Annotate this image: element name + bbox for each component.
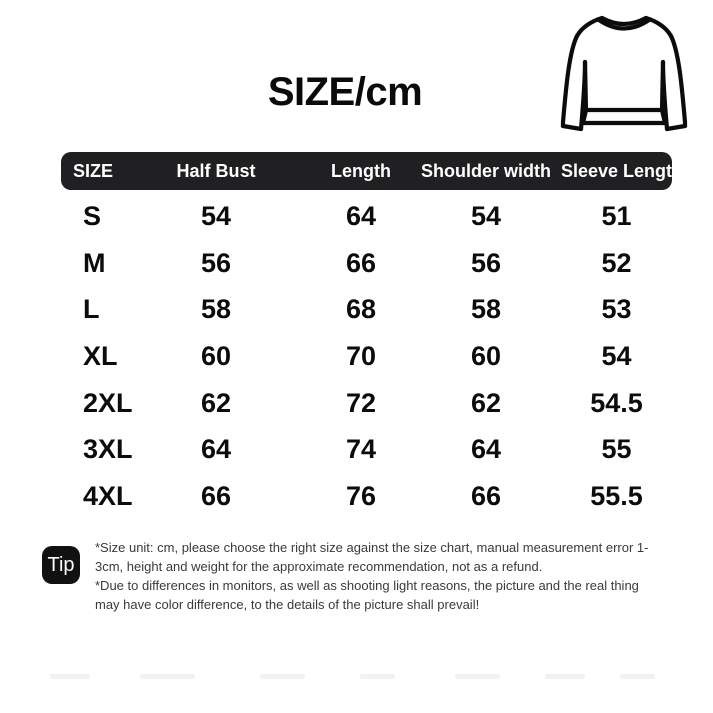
cutoff-next-section-remnant <box>140 674 195 679</box>
table-row: S 54 64 54 51 <box>61 193 672 240</box>
size-value: 76 <box>345 480 377 511</box>
size-value: 62 <box>200 387 232 418</box>
size-value: 64 <box>200 434 232 465</box>
table-row: 2XL 62 72 62 54.5 <box>61 380 672 427</box>
column-header: Half Bust <box>176 160 256 181</box>
page-title: SIZE/cm <box>267 70 423 114</box>
tip-badge: Tip <box>42 546 80 584</box>
cutoff-next-section-remnant <box>50 674 90 679</box>
size-label: 3XL <box>83 434 133 465</box>
size-value: 54 <box>601 340 632 371</box>
size-value: 70 <box>345 340 377 371</box>
size-label: M <box>83 247 106 278</box>
column-header: Length <box>331 160 391 181</box>
size-value: 54 <box>470 200 502 231</box>
size-label: 2XL <box>83 387 133 418</box>
size-label: S <box>83 200 102 231</box>
table-row: L 58 68 58 53 <box>61 286 672 333</box>
size-value: 58 <box>470 294 502 325</box>
table-row: 4XL 66 76 66 55.5 <box>61 473 672 520</box>
size-label: XL <box>83 340 118 371</box>
size-value: 55.5 <box>590 480 643 511</box>
size-value: 52 <box>601 247 632 278</box>
table-row: M 56 66 56 52 <box>61 240 672 287</box>
size-value: 60 <box>200 340 232 371</box>
cutoff-next-section-remnant <box>455 674 500 679</box>
tip-text: *Size unit: cm, please choose the right … <box>95 538 660 614</box>
size-value: 64 <box>345 200 377 231</box>
cutoff-next-section-remnant <box>545 674 585 679</box>
size-table-body: S 54 64 54 51 M 56 66 56 52 L 58 68 58 53 XL 60 70 60 54 2XL… <box>61 193 672 520</box>
size-value: 54.5 <box>590 387 643 418</box>
cutoff-next-section-remnant <box>620 674 655 679</box>
column-header: SIZE <box>73 160 114 181</box>
size-value: 62 <box>470 387 502 418</box>
tip-line-1: *Size unit: cm, please choose the right … <box>95 540 649 574</box>
size-value: 58 <box>200 294 232 325</box>
sweater-icon <box>560 15 688 132</box>
tip-line-2: *Due to differences in monitors, as well… <box>95 578 639 612</box>
column-header: Shoulder width <box>421 160 551 181</box>
size-value: 53 <box>601 294 632 325</box>
size-value: 66 <box>345 247 377 278</box>
size-table: SIZE Half Bust Length Shoulder width Sleeve … <box>61 152 684 190</box>
size-value: 55 <box>601 434 632 465</box>
cutoff-next-section-remnant <box>260 674 305 679</box>
table-row: XL 60 70 60 54 <box>61 333 672 380</box>
table-row: 3XL 64 74 64 55 <box>61 426 672 473</box>
size-value: 74 <box>345 434 377 465</box>
size-value: 56 <box>470 247 502 278</box>
size-value: 72 <box>345 387 377 418</box>
column-header: Sleeve Length <box>561 160 684 181</box>
size-value: 66 <box>200 480 232 511</box>
size-value: 66 <box>470 480 502 511</box>
cutoff-next-section-remnant <box>360 674 395 679</box>
size-label: 4XL <box>83 480 133 511</box>
size-value: 60 <box>470 340 502 371</box>
size-value: 68 <box>345 294 377 325</box>
size-value: 64 <box>470 434 502 465</box>
size-table-header: SIZE Half Bust Length Shoulder width Sleeve … <box>61 152 684 190</box>
size-value: 56 <box>200 247 232 278</box>
size-value: 51 <box>601 200 632 231</box>
size-value: 54 <box>200 200 232 231</box>
size-label: L <box>83 294 100 325</box>
